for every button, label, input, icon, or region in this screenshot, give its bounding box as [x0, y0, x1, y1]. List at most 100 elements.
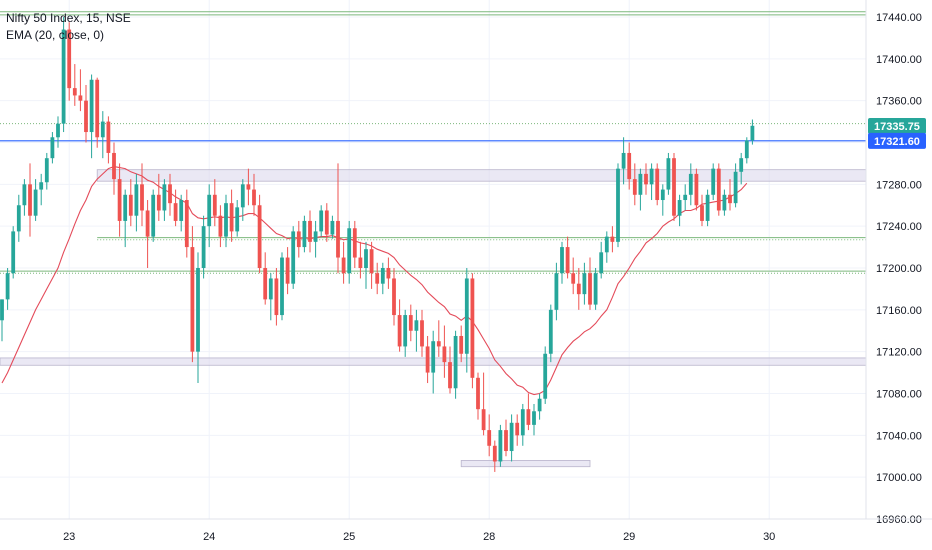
candle-body — [560, 247, 564, 274]
candle-body — [565, 247, 570, 274]
candle — [61, 17, 66, 133]
price-axis[interactable]: 16960.00 17000.00 17040.00 17080.00 17120.00… — [865, 0, 922, 526]
candle-body — [599, 252, 604, 274]
candle — [72, 64, 77, 106]
candle — [352, 220, 357, 268]
date-tick-label: 28 — [483, 531, 495, 543]
candle — [330, 215, 335, 239]
time-axis[interactable]: 23 24 25 28 29 30 — [0, 518, 932, 543]
candle-body — [481, 409, 486, 431]
candle-body — [632, 179, 637, 195]
candle-body — [476, 377, 480, 410]
level-layer — [0, 11, 866, 274]
candle — [453, 330, 458, 399]
candle — [414, 309, 419, 352]
candle — [156, 173, 161, 221]
candle — [375, 262, 380, 295]
candle — [358, 241, 363, 279]
candle-body — [330, 220, 335, 235]
candle — [50, 132, 55, 164]
candle-body — [392, 278, 396, 316]
candle-body — [207, 194, 212, 227]
candle-body — [380, 268, 385, 284]
candle — [548, 304, 553, 363]
date-tick-label: 30 — [763, 531, 775, 543]
candle-body — [224, 203, 228, 237]
candle — [33, 179, 38, 221]
candle — [492, 440, 497, 472]
candle — [397, 299, 402, 352]
candle — [694, 168, 699, 211]
candle — [722, 189, 727, 216]
candle-body — [750, 125, 755, 141]
hline-price-tag: 17321.60 — [874, 136, 920, 148]
candle — [207, 184, 212, 248]
candle-body — [733, 171, 738, 204]
symbol-title[interactable]: Nifty 50 Index, 15, NSE — [6, 11, 131, 25]
candle — [750, 119, 755, 145]
candle — [201, 215, 206, 279]
candle-body — [190, 247, 195, 352]
candle-body — [688, 173, 693, 195]
candle — [100, 111, 105, 159]
candle-body — [537, 398, 542, 412]
date-tick-label: 24 — [203, 531, 215, 543]
candle — [459, 325, 464, 363]
candle — [604, 231, 609, 263]
candle-body — [352, 228, 357, 258]
candle — [403, 309, 408, 357]
price-tick-label: 17400.00 — [876, 54, 922, 66]
candle-body — [235, 207, 240, 232]
ema-layer — [1, 166, 748, 396]
price-tick-label: 16960.00 — [876, 514, 922, 526]
candle — [660, 184, 665, 216]
candle-body — [229, 203, 234, 232]
candle-body — [610, 236, 615, 242]
candle — [431, 330, 436, 394]
candle-body — [487, 430, 492, 446]
candle-body — [627, 152, 632, 180]
candle-body — [72, 88, 77, 96]
price-tick-label: 17240.00 — [876, 221, 922, 233]
candle-body — [694, 173, 699, 206]
candle — [672, 152, 676, 221]
candle — [436, 320, 441, 357]
candle-body — [604, 236, 609, 253]
candle — [140, 163, 144, 227]
candle — [498, 424, 503, 467]
support-resistance-zone — [460, 460, 591, 468]
candle-body — [744, 140, 749, 159]
candle — [341, 241, 346, 284]
candle — [268, 273, 273, 321]
candle — [28, 163, 32, 237]
candle-body — [364, 249, 368, 268]
candle — [0, 299, 4, 342]
ema-indicator-label[interactable]: EMA (20, close, 0) — [6, 28, 105, 42]
candle — [677, 194, 682, 227]
date-tick-label: 29 — [623, 531, 635, 543]
candle — [470, 273, 475, 389]
candle — [588, 257, 592, 310]
candle — [576, 268, 581, 310]
candle-body — [711, 168, 716, 195]
candle-body — [162, 184, 167, 211]
candle — [638, 168, 643, 211]
candle — [565, 236, 570, 279]
candle-body — [526, 409, 531, 425]
candle — [229, 189, 234, 242]
price-tick-label: 17360.00 — [876, 96, 922, 108]
candle-body — [112, 152, 116, 180]
candle-body — [268, 278, 273, 300]
candle — [705, 189, 710, 227]
candle-body — [369, 249, 374, 274]
candle-body — [78, 95, 83, 101]
candle-body — [39, 182, 44, 190]
candle — [123, 189, 128, 248]
candle — [324, 203, 329, 242]
candle — [386, 257, 391, 289]
hline-price-tag-bg — [868, 132, 926, 149]
candle-body — [156, 194, 161, 211]
candle-body — [470, 278, 475, 378]
candle-body — [520, 409, 525, 436]
